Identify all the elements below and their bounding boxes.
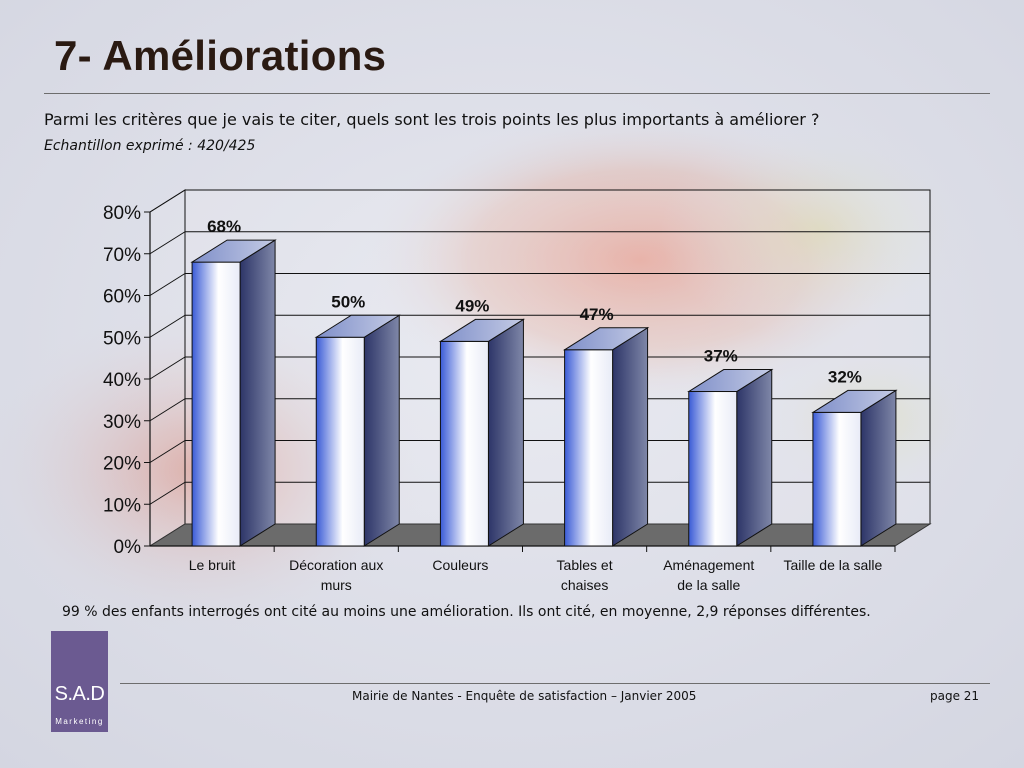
- bar-top: [811, 389, 898, 413]
- slide-title: 7- Améliorations: [54, 32, 387, 79]
- category-label: Aménagement: [663, 557, 754, 573]
- gridline-diagonal: [149, 481, 186, 505]
- category-label: chaises: [561, 577, 608, 593]
- bar-front: [439, 340, 489, 547]
- gridline-diagonal: [149, 273, 186, 296]
- bar-side: [363, 314, 400, 547]
- bar-top: [687, 369, 774, 393]
- bar: [314, 314, 401, 547]
- gridline-diagonal: [149, 398, 186, 422]
- bar: [687, 368, 774, 547]
- bar-top: [562, 327, 650, 351]
- logo-tagline: Marketing: [55, 717, 104, 726]
- page-number: page 21: [930, 689, 980, 703]
- bar: [438, 318, 526, 547]
- footer-text: Mairie de Nantes - Enquête de satisfacti…: [352, 689, 697, 703]
- data-label: 68%: [207, 217, 241, 236]
- data-label: 49%: [455, 296, 489, 315]
- y-tick-label: 40%: [103, 370, 141, 391]
- logo-name: S.A.D: [54, 683, 105, 705]
- data-label: 47%: [580, 305, 614, 324]
- sample-size-note: Echantillon exprimé : 420/425: [44, 138, 256, 154]
- y-tick-label: 30%: [103, 412, 141, 433]
- bar-top: [438, 318, 526, 342]
- footer-divider: [120, 683, 990, 684]
- category-label: Le bruit: [189, 557, 236, 573]
- title-divider: [44, 93, 990, 94]
- gridline-diagonal: [149, 314, 186, 338]
- category-label: murs: [321, 577, 352, 593]
- bar-front: [564, 349, 614, 547]
- bar-chart: 0% 10% 20% 30% 40% 50% 60% 70% 80% 68% Le bruit 50%…: [103, 189, 932, 593]
- bar-front: [688, 391, 738, 547]
- data-label: 50%: [331, 292, 365, 311]
- bar: [811, 389, 898, 547]
- data-label: 37%: [704, 347, 738, 366]
- gridline-diagonal: [149, 231, 186, 255]
- bar: [190, 239, 277, 547]
- summary-note: 99 % des enfants interrogés ont cité au …: [62, 604, 871, 620]
- y-tick-label: 60%: [103, 287, 141, 308]
- category-label: Couleurs: [432, 557, 488, 573]
- bar: [562, 326, 650, 547]
- bar-side: [612, 326, 649, 547]
- bar-front: [812, 411, 862, 547]
- bar-top: [190, 239, 277, 263]
- y-tick-label: 20%: [103, 454, 141, 475]
- category-label: Taille de la salle: [783, 557, 882, 573]
- bar-front: [315, 336, 365, 547]
- bar-side: [860, 389, 897, 547]
- category-label: Décoration aux: [289, 557, 383, 573]
- y-tick-label: 0%: [114, 537, 142, 558]
- category-label: de la salle: [677, 577, 740, 593]
- bar-top: [314, 314, 401, 338]
- survey-question: Parmi les critères que je vais te citer,…: [44, 110, 820, 129]
- gridline-diagonal: [149, 440, 186, 463]
- sad-marketing-logo: S.A.D Marketing: [51, 631, 108, 732]
- y-tick-label: 50%: [103, 328, 141, 349]
- gridline-diagonal: [149, 189, 186, 213]
- bar-front: [191, 261, 241, 547]
- y-tick-label: 80%: [103, 203, 141, 224]
- gridline-diagonal: [149, 356, 186, 380]
- data-label: 32%: [828, 367, 862, 386]
- bar-side: [239, 239, 276, 547]
- y-tick-label: 70%: [103, 245, 141, 266]
- bar-side: [736, 368, 773, 547]
- y-tick-label: 10%: [103, 495, 141, 516]
- category-label: Tables et: [557, 557, 613, 573]
- bar-side: [487, 318, 524, 547]
